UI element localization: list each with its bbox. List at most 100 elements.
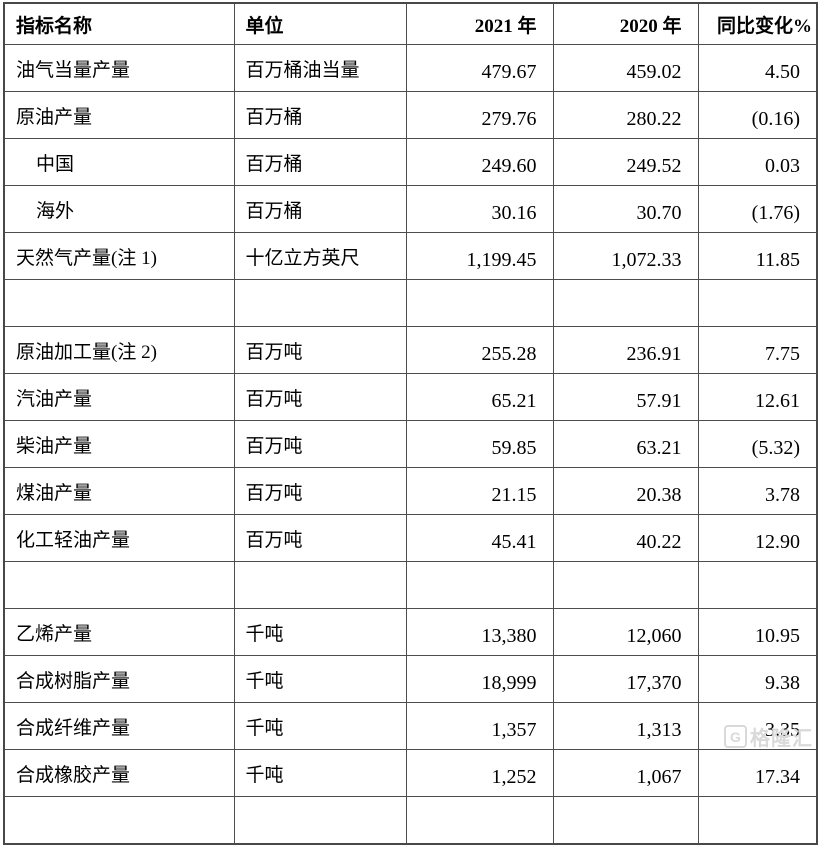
cell-change (697, 561, 818, 609)
cell-y2021: 13,380 (405, 608, 554, 656)
table-row: 合成橡胶产量 千吨 1,252 1,067 17.34 (3, 749, 818, 797)
cell-unit: 百万桶 (233, 91, 407, 139)
cell-y2021: 65.21 (405, 373, 554, 421)
cell-name: 中国 (3, 138, 235, 186)
cell-change: (0.16) (697, 91, 818, 139)
watermark-text: 格隆汇 (750, 728, 813, 750)
cell-name: 煤油产量 (3, 467, 235, 515)
cell-y2021: 1,357 (405, 702, 554, 750)
cell-unit: 百万吨 (233, 467, 407, 515)
spacer-row (3, 561, 818, 609)
cell-unit: 千吨 (233, 702, 407, 750)
table-row: 柴油产量 百万吨 59.85 63.21 (5.32) (3, 420, 818, 468)
cell-y2021: 479.67 (405, 44, 554, 92)
spacer-row (3, 796, 818, 845)
cell-y2020: 1,067 (552, 749, 699, 797)
cell-change: 7.75 (697, 326, 818, 374)
table-row: 原油产量 百万桶 279.76 280.22 (0.16) (3, 91, 818, 139)
cell-y2021: 1,252 (405, 749, 554, 797)
cell-y2020 (552, 796, 699, 845)
cell-y2020: 459.02 (552, 44, 699, 92)
cell-name (3, 279, 235, 327)
cell-y2021: 21.15 (405, 467, 554, 515)
cell-y2020 (552, 279, 699, 327)
cell-change: 12.90 (697, 514, 818, 562)
cell-y2020: 1,072.33 (552, 232, 699, 280)
cell-change: 9.38 (697, 655, 818, 703)
header-row: 指标名称 单位 2021 年 2020 年 同比变化% (3, 2, 818, 45)
cell-name (3, 561, 235, 609)
cell-y2021 (405, 561, 554, 609)
cell-y2021: 30.16 (405, 185, 554, 233)
cell-y2020 (552, 561, 699, 609)
cell-y2020: 12,060 (552, 608, 699, 656)
cell-y2020: 30.70 (552, 185, 699, 233)
cell-unit: 千吨 (233, 749, 407, 797)
cell-y2020: 280.22 (552, 91, 699, 139)
cell-change: 3.78 (697, 467, 818, 515)
table-row: 油气当量产量 百万桶油当量 479.67 459.02 4.50 (3, 44, 818, 92)
cell-change: 11.85 (697, 232, 818, 280)
cell-name (3, 796, 235, 845)
cell-name: 合成橡胶产量 (3, 749, 235, 797)
table-row: 原油加工量(注 2) 百万吨 255.28 236.91 7.75 (3, 326, 818, 374)
spacer-row (3, 279, 818, 327)
gelonghui-watermark: G 格隆汇 (724, 722, 813, 751)
cell-y2021: 279.76 (405, 91, 554, 139)
cell-y2020: 236.91 (552, 326, 699, 374)
cell-name: 油气当量产量 (3, 44, 235, 92)
table-row: 乙烯产量 千吨 13,380 12,060 10.95 (3, 608, 818, 656)
table-row: 天然气产量(注 1) 十亿立方英尺 1,199.45 1,072.33 11.85 (3, 232, 818, 280)
cell-y2020: 57.91 (552, 373, 699, 421)
gelonghui-logo-icon: G (724, 725, 747, 748)
column-header-2021: 2021 年 (405, 2, 554, 45)
cell-unit: 百万吨 (233, 420, 407, 468)
cell-change: (1.76) (697, 185, 818, 233)
cell-name: 原油加工量(注 2) (3, 326, 235, 374)
cell-unit (233, 561, 407, 609)
cell-change: 17.34 (697, 749, 818, 797)
cell-name: 合成树脂产量 (3, 655, 235, 703)
column-header-indicator-name: 指标名称 (3, 2, 235, 45)
cell-name: 原油产量 (3, 91, 235, 139)
table-row: 合成树脂产量 千吨 18,999 17,370 9.38 (3, 655, 818, 703)
production-data-table: 指标名称 单位 2021 年 2020 年 同比变化% 油气当量产量 百万桶油当量… (3, 2, 818, 845)
table-row: 化工轻油产量 百万吨 45.41 40.22 12.90 (3, 514, 818, 562)
cell-y2021: 18,999 (405, 655, 554, 703)
cell-change: 4.50 (697, 44, 818, 92)
cell-unit: 百万桶 (233, 185, 407, 233)
cell-y2020: 20.38 (552, 467, 699, 515)
cell-unit: 百万桶 (233, 138, 407, 186)
table-header: 指标名称 单位 2021 年 2020 年 同比变化% (3, 2, 818, 45)
cell-y2020: 40.22 (552, 514, 699, 562)
cell-unit: 千吨 (233, 608, 407, 656)
cell-change: 10.95 (697, 608, 818, 656)
cell-name: 汽油产量 (3, 373, 235, 421)
cell-name: 天然气产量(注 1) (3, 232, 235, 280)
column-header-yoy-change: 同比变化% (697, 2, 818, 45)
cell-name: 柴油产量 (3, 420, 235, 468)
cell-y2020: 17,370 (552, 655, 699, 703)
cell-unit: 千吨 (233, 655, 407, 703)
cell-y2021 (405, 279, 554, 327)
cell-unit: 十亿立方英尺 (233, 232, 407, 280)
cell-y2021: 249.60 (405, 138, 554, 186)
cell-unit (233, 796, 407, 845)
cell-name: 海外 (3, 185, 235, 233)
table-row: 煤油产量 百万吨 21.15 20.38 3.78 (3, 467, 818, 515)
cell-name: 合成纤维产量 (3, 702, 235, 750)
cell-y2021: 255.28 (405, 326, 554, 374)
table-row: 合成纤维产量 千吨 1,357 1,313 3.35 (3, 702, 818, 750)
column-header-unit: 单位 (233, 2, 407, 45)
cell-y2020: 1,313 (552, 702, 699, 750)
cell-change: 12.61 (697, 373, 818, 421)
cell-unit: 百万吨 (233, 514, 407, 562)
cell-unit: 百万桶油当量 (233, 44, 407, 92)
table-body: 油气当量产量 百万桶油当量 479.67 459.02 4.50 原油产量 百万桶 279.7… (3, 44, 818, 845)
cell-change (697, 279, 818, 327)
cell-change (697, 796, 818, 845)
cell-unit (233, 279, 407, 327)
cell-change: 0.03 (697, 138, 818, 186)
cell-change: (5.32) (697, 420, 818, 468)
cell-y2021: 59.85 (405, 420, 554, 468)
